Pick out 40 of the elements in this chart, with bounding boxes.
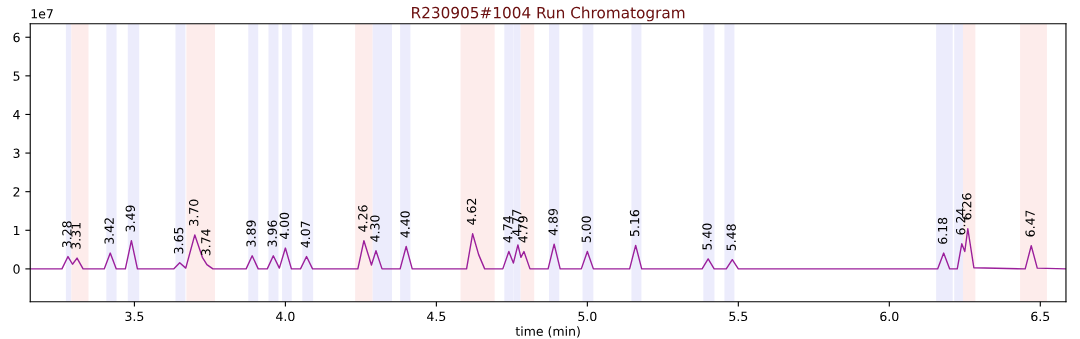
y-tick-label: 5 [13, 71, 20, 81]
annotation: 4.62 [466, 198, 477, 225]
annotation: 3.96 [267, 220, 277, 247]
annotation: 5.00 [581, 216, 591, 243]
annotation: 3.65 [173, 227, 184, 254]
annotation: 3.42 [104, 218, 114, 244]
y-tick-label: 0 [13, 264, 20, 274]
annotation: 4.89 [548, 208, 558, 236]
annotation: 3.28 [62, 221, 72, 248]
annotation: 4.74 [503, 216, 513, 243]
y-tick-label: 3 [13, 148, 20, 158]
annotation: 5.48 [726, 224, 736, 251]
annotation: 4.26 [358, 205, 368, 232]
x-tick-label: 3.5 [125, 311, 144, 322]
annotation: 5.16 [629, 209, 640, 237]
annotation: 3.49 [125, 205, 136, 232]
annotation: 4.07 [300, 221, 311, 248]
annotation: 6.47 [1025, 210, 1035, 237]
y-tick-label: 1 [13, 225, 20, 236]
annotation: 3.74 [201, 229, 211, 256]
y-tick-label: 6 [13, 32, 20, 43]
x-tick-label: 5.5 [729, 311, 748, 322]
text: 1e7 [31, 9, 53, 19]
x-tick-label: 6.5 [1031, 311, 1050, 322]
annotation: 3.31 [71, 223, 81, 249]
x-tick-label: 5.0 [578, 311, 597, 322]
annotation: 3.70 [188, 199, 199, 226]
x-tick-label: 4.5 [427, 311, 446, 322]
annotation: 6.18 [937, 217, 948, 244]
x-tick-label: 6.0 [880, 311, 899, 322]
annotation: 4.00 [279, 212, 290, 240]
annotation: 4.40 [400, 211, 410, 238]
x-tick-label: 4.0 [276, 311, 295, 322]
annotation: 3.89 [246, 220, 256, 247]
y-tick-label: 4 [13, 110, 20, 120]
annotation: 5.40 [702, 223, 712, 250]
y-tick-label: 2 [13, 187, 20, 197]
annotation: 4.30 [370, 215, 380, 242]
chart-title: R230905#1004 Run Chromatogram [412, 6, 685, 22]
x-axis-title: time (min) [515, 326, 580, 338]
